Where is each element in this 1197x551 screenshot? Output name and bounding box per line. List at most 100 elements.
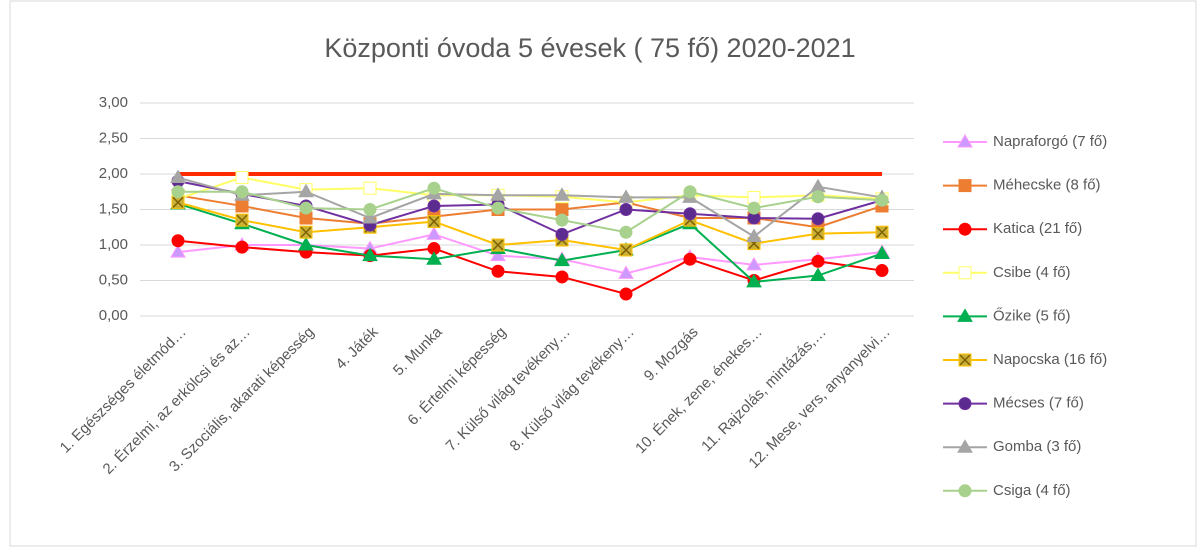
legend-item: Napocska (16 fő)	[943, 351, 1107, 368]
chart-frame	[9, 0, 1197, 547]
legend-label: Csiga (4 fő)	[993, 482, 1071, 499]
y-tick-label: 1,50	[99, 200, 128, 217]
point	[958, 266, 972, 280]
point	[426, 251, 442, 265]
point	[235, 171, 249, 185]
point	[554, 187, 570, 201]
point-cross	[812, 228, 824, 240]
point	[958, 484, 972, 498]
series-line	[177, 176, 883, 238]
series-line	[177, 201, 883, 252]
point	[683, 252, 697, 266]
point-cross	[620, 244, 632, 256]
legend-item: Őzike (5 fő)	[943, 307, 1071, 324]
series-line	[178, 187, 883, 234]
point	[235, 213, 249, 227]
point	[363, 203, 377, 216]
point	[811, 212, 825, 226]
point	[958, 397, 972, 411]
point	[170, 244, 186, 258]
point	[875, 193, 889, 207]
point-cross	[300, 226, 312, 238]
legend-label: Őzike (5 fő)	[993, 307, 1071, 324]
series-line	[177, 233, 883, 275]
point	[427, 215, 441, 229]
series-line	[177, 239, 883, 296]
point	[554, 252, 570, 267]
point	[491, 238, 505, 252]
y-tick-label: 1,00	[99, 236, 128, 253]
point	[363, 181, 377, 195]
legend-item: Csibe (4 fő)	[943, 264, 1071, 281]
point-cross	[428, 216, 440, 228]
y-tick-label: 0,50	[99, 271, 128, 288]
y-tick-label: 0,00	[99, 307, 128, 324]
point	[618, 265, 634, 279]
point	[555, 213, 569, 227]
series-line	[177, 202, 883, 283]
point	[811, 190, 825, 204]
point	[235, 240, 249, 254]
point	[811, 254, 825, 268]
y-tick-label: 2,50	[99, 129, 128, 146]
legend-item: Méhecske (8 fő)	[943, 177, 1101, 194]
series-line	[177, 194, 883, 229]
point	[170, 169, 186, 184]
point	[957, 308, 973, 322]
legend-item: Katica (21 fő)	[943, 220, 1082, 237]
y-tick-label: 2,00	[99, 165, 128, 182]
point	[235, 185, 249, 199]
point	[491, 201, 505, 215]
point	[810, 267, 826, 282]
legend-item: Gomba (3 fő)	[943, 438, 1081, 455]
point	[299, 201, 313, 215]
series-line	[177, 180, 883, 236]
point	[957, 134, 973, 148]
legend-item: Mécses (7 fő)	[943, 395, 1084, 412]
point	[426, 226, 442, 240]
point	[427, 181, 441, 195]
point	[619, 203, 633, 216]
legend-label: Katica (21 fő)	[993, 220, 1082, 237]
legend-label: Napraforgó (7 fő)	[993, 133, 1107, 150]
point	[235, 199, 249, 213]
legend-label: Csibe (4 fő)	[993, 264, 1071, 281]
point	[747, 201, 761, 215]
point	[555, 227, 569, 241]
point	[746, 256, 762, 271]
legend-item: Csiga (4 fő)	[943, 482, 1071, 499]
point	[171, 185, 185, 199]
point	[958, 353, 972, 367]
point	[683, 185, 697, 199]
legend-label: Napocska (16 fő)	[993, 351, 1107, 368]
point-cross	[236, 214, 248, 226]
point	[683, 207, 697, 221]
chart-title: Központi óvoda 5 évesek ( 75 fő) 2020-20…	[324, 33, 855, 63]
point	[958, 179, 972, 193]
point	[811, 227, 825, 241]
point	[618, 189, 634, 203]
point	[746, 273, 762, 288]
point-cross	[959, 354, 971, 366]
point	[619, 287, 633, 301]
point	[875, 225, 889, 239]
point	[298, 237, 314, 251]
point-cross	[876, 226, 888, 238]
legend-item: Napraforgó (7 fő)	[943, 133, 1107, 150]
point	[490, 247, 506, 262]
point-cross	[172, 196, 184, 208]
point	[427, 199, 441, 213]
point	[958, 222, 972, 236]
point	[555, 270, 569, 284]
y-tick-label: 3,00	[99, 94, 128, 111]
point	[362, 210, 378, 224]
point	[875, 264, 889, 278]
point	[957, 439, 973, 453]
point	[746, 228, 762, 242]
legend-label: Mécses (7 fő)	[993, 395, 1084, 412]
legend-label: Méhecske (8 fő)	[993, 177, 1101, 194]
point	[298, 183, 314, 198]
point	[874, 245, 890, 260]
point	[619, 243, 633, 257]
